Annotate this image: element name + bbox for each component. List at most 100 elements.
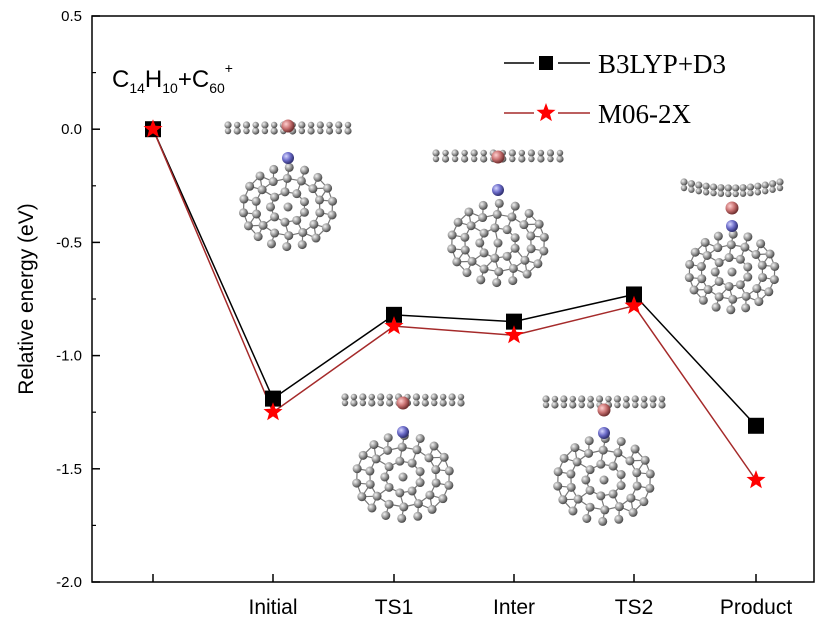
series-markers	[143, 119, 766, 489]
atom	[640, 455, 650, 465]
atom	[573, 494, 583, 504]
atom	[365, 466, 375, 476]
atom	[566, 469, 576, 479]
atom	[533, 259, 543, 269]
atom	[553, 467, 563, 477]
atom	[598, 445, 608, 455]
atom	[640, 401, 648, 409]
atom	[412, 445, 422, 455]
atom	[298, 227, 308, 237]
atom	[741, 291, 751, 301]
atom	[598, 516, 608, 526]
atom	[448, 399, 456, 407]
atom	[689, 285, 699, 295]
atom	[725, 190, 732, 198]
atom	[490, 253, 500, 263]
atom	[626, 493, 636, 503]
x-tick-label: Product	[720, 596, 793, 619]
y-tick-label: 0.5	[61, 8, 82, 25]
atom	[625, 456, 635, 466]
atom	[424, 453, 434, 463]
atom	[572, 457, 582, 467]
atom	[268, 177, 278, 187]
atom	[233, 127, 241, 135]
atom	[697, 274, 707, 284]
atom	[769, 180, 777, 188]
atom	[460, 232, 470, 242]
point-b3lyp	[265, 390, 281, 407]
atom	[696, 262, 706, 272]
atom	[492, 278, 502, 288]
atom	[270, 121, 278, 129]
atom	[645, 483, 655, 493]
atom	[600, 505, 610, 515]
atom	[245, 181, 255, 191]
atom	[584, 448, 594, 458]
atom	[726, 305, 736, 315]
atom	[381, 511, 391, 521]
atom	[266, 239, 276, 249]
atom	[297, 240, 307, 250]
atom	[526, 231, 536, 241]
atom	[316, 121, 324, 129]
atom	[341, 399, 349, 407]
atom	[251, 209, 261, 219]
atom	[494, 198, 504, 208]
atom	[710, 189, 717, 197]
atom	[415, 478, 425, 488]
y-axis-title: Relative energy (eV)	[15, 203, 38, 394]
atom	[478, 213, 488, 223]
atom	[631, 395, 639, 403]
atom	[684, 273, 694, 283]
atom	[415, 467, 425, 477]
atom	[494, 267, 504, 277]
atom	[732, 184, 740, 192]
atom	[534, 219, 544, 229]
atom	[261, 127, 269, 135]
atom	[649, 401, 657, 409]
atom	[757, 260, 767, 270]
atom	[453, 217, 463, 227]
atom	[741, 303, 751, 313]
atom	[326, 121, 333, 129]
y-axis: 0.5 0.0 -0.5 -1.0 -1.5 -2.0	[56, 8, 100, 591]
atom	[581, 475, 591, 485]
atom	[441, 155, 450, 163]
atom	[270, 212, 280, 222]
atom	[649, 395, 657, 403]
x-tick-label: TS2	[615, 596, 654, 619]
atom	[599, 475, 609, 485]
atom	[527, 149, 535, 157]
molecular-structure-illustrations	[224, 119, 784, 526]
atom	[415, 433, 425, 443]
atom	[359, 399, 367, 407]
atom	[756, 239, 766, 249]
atom	[431, 399, 438, 407]
atom	[598, 427, 610, 439]
atom	[307, 121, 315, 129]
atom	[710, 267, 720, 277]
atom	[724, 184, 732, 192]
atom	[519, 220, 529, 230]
atom	[746, 183, 755, 191]
point-b3lyp	[386, 306, 402, 323]
atom	[478, 200, 488, 210]
atom	[560, 401, 568, 409]
atom	[457, 393, 465, 401]
atom	[725, 201, 739, 215]
atom	[384, 499, 394, 509]
atom	[311, 233, 321, 243]
atom	[367, 503, 377, 513]
atom	[761, 181, 769, 189]
atom	[447, 230, 457, 240]
atom	[439, 452, 449, 462]
atom	[412, 393, 420, 401]
atom	[596, 459, 606, 469]
atom	[480, 149, 487, 157]
atom	[451, 149, 459, 157]
atom	[238, 208, 248, 218]
atom	[425, 490, 435, 500]
atom	[585, 502, 595, 512]
atom	[383, 445, 393, 455]
atom	[714, 292, 724, 302]
